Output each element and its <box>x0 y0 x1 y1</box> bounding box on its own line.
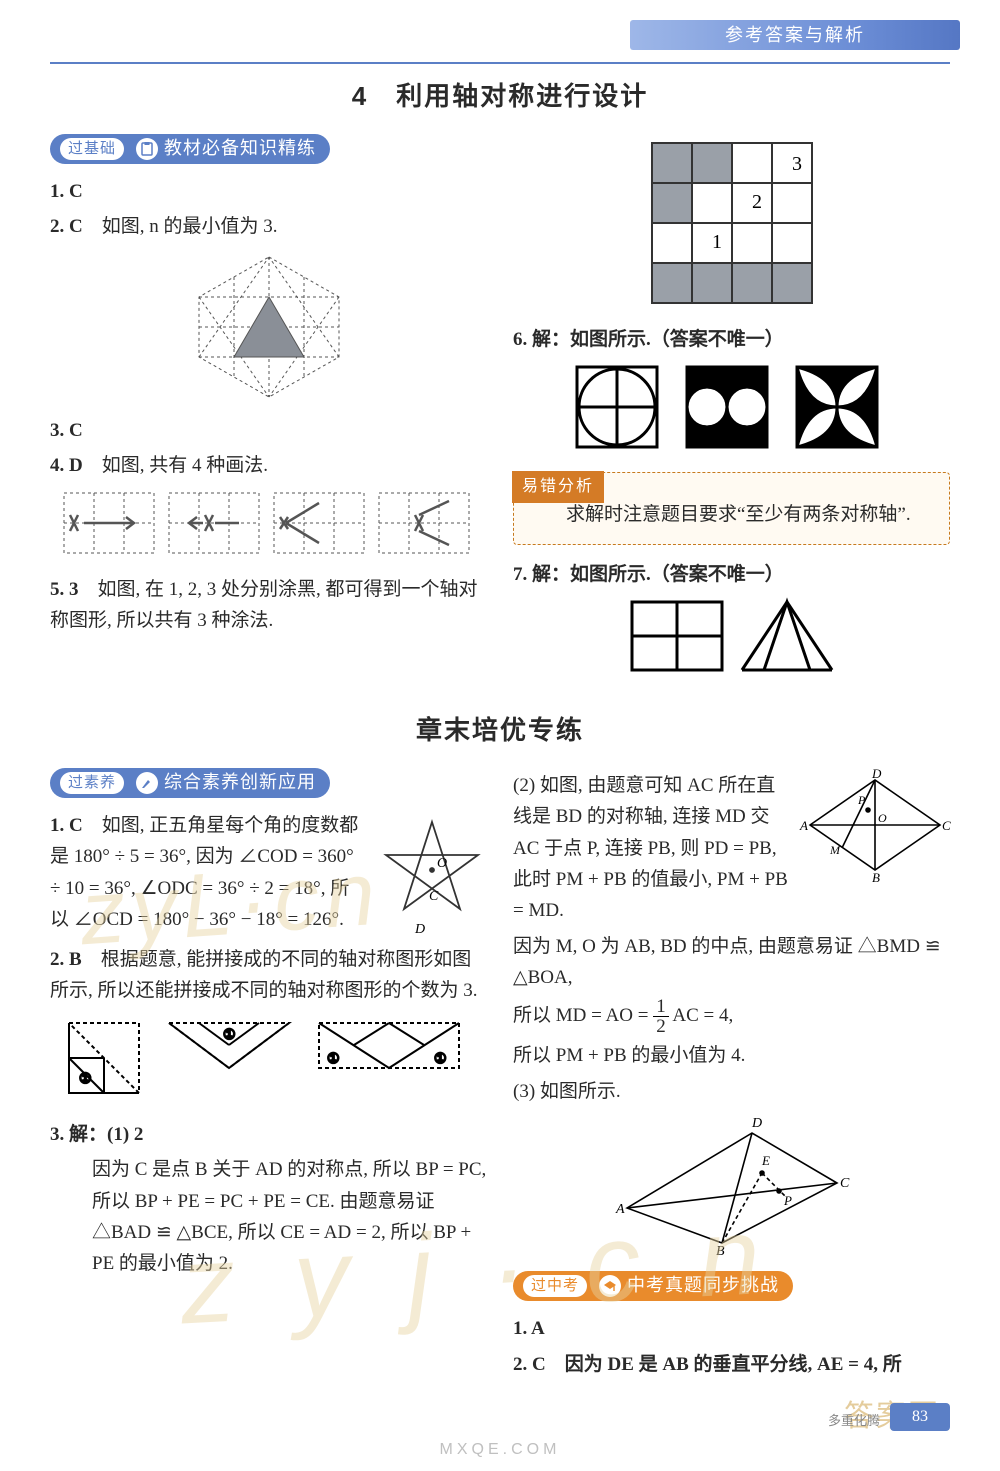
s2-p2c: 所以 MD = AO = 12 AC = 4, <box>513 997 950 1036</box>
rhombus-abcd: A D C B O P M <box>800 770 950 880</box>
s2-q1: 1. C 如图, 正五角星每个角的度数都是 180° ÷ 5 = 36°, 因为… <box>50 810 487 940</box>
pill-zhongkao: 过中考 中考真题同步挑战 <box>513 1271 793 1301</box>
two-shapes-figure <box>513 597 950 687</box>
three-circles-figure <box>513 362 950 462</box>
s2-p2d: 所以 PM + PB 的最小值为 4. <box>513 1040 950 1071</box>
svg-text:B: B <box>716 1244 725 1259</box>
svg-text:E: E <box>761 1153 770 1168</box>
s2-q3-body: 因为 C 是点 B 关于 AD 的对称点, 所以 BP = PC, 所以 BP … <box>92 1154 487 1279</box>
brush-icon <box>136 772 158 794</box>
ans-7: 7. 解：如图所示.（答案不唯一） <box>513 559 950 590</box>
svg-text:①: ① <box>79 1072 92 1087</box>
pill-tail: 教材必备知识精练 <box>164 134 316 164</box>
pill-basics: 过基础 教材必备知识精练 <box>50 134 330 164</box>
pill2-lead: 过素养 <box>60 772 124 794</box>
hexagon-figure <box>50 249 487 409</box>
ans-6: 6. 解：如图所示.（答案不唯一） <box>513 324 950 355</box>
s2-q2: 2. B 根据题意, 能拼接成的不同的轴对称图形如图所示, 所以还能拼接成不同的… <box>50 944 487 1007</box>
pill-suyang: 过素养 综合素养创新应用 <box>50 768 330 798</box>
svg-text:A: A <box>615 1202 625 1217</box>
tangram-row: ① ① ① ① <box>50 1013 487 1113</box>
svg-text:D: D <box>751 1116 762 1131</box>
section1-title: 4 利用轴对称进行设计 <box>50 75 950 118</box>
ans-5: 5. 3 如图, 在 1, 2, 3 处分别涂黑, 都可得到一个轴对称图形, 所… <box>50 574 487 637</box>
zk-2: 2. C 因为 DE 是 AB 的垂直平分线, AE = 4, 所 <box>513 1349 950 1380</box>
page-number: 83 <box>890 1403 950 1431</box>
ans-4: 4. D 如图, 共有 4 种画法. <box>50 450 487 481</box>
footer-site: MXQE.COM <box>0 1437 1000 1463</box>
svg-text:C: C <box>942 818 951 833</box>
svg-text:O: O <box>878 811 887 825</box>
tip-text: 求解时注意题目要求“至少有两条对称轴”. <box>528 499 935 530</box>
s2-p2b: 因为 M, O 为 AB, BD 的中点, 由题意易证 △BMD ≌ △BOA, <box>513 931 950 994</box>
pill3-lead: 过中考 <box>523 1275 587 1297</box>
svg-text:C: C <box>429 889 439 904</box>
s2-q3: 3. 解：(1) 2 <box>50 1119 487 1150</box>
svg-text:①: ① <box>327 1052 340 1067</box>
svg-text:①: ① <box>223 1028 236 1043</box>
pentagram-figure: O C D <box>377 810 487 940</box>
section2-title: 章末培优专练 <box>50 709 950 752</box>
ans-3: 3. C <box>50 415 487 446</box>
pill3-tail: 中考真题同步挑战 <box>627 1271 779 1301</box>
cap-icon <box>599 1275 621 1297</box>
s2-p3: (3) 如图所示. <box>513 1076 950 1107</box>
svg-text:C: C <box>840 1176 850 1191</box>
tip-box: 易错分析 求解时注意题目要求“至少有两条对称轴”. <box>513 472 950 545</box>
svg-text:D: D <box>871 766 882 781</box>
grid4x4-figure: 1 2 3 <box>513 138 950 318</box>
tip-tag: 易错分析 <box>512 471 604 503</box>
zk-1: 1. A <box>513 1313 950 1344</box>
clipboard-icon <box>136 138 158 160</box>
svg-text:D: D <box>414 922 425 937</box>
header-rule <box>50 62 950 64</box>
svg-text:2: 2 <box>752 191 762 213</box>
header-tab: 参考答案与解析 <box>630 20 960 50</box>
svg-text:①: ① <box>434 1052 447 1067</box>
ans-1: 1. C <box>50 176 487 207</box>
four-grids-figure <box>50 488 487 568</box>
svg-text:O: O <box>437 856 447 871</box>
svg-text:B: B <box>872 870 880 885</box>
svg-text:M: M <box>829 843 841 857</box>
ans-2: 2. C 如图, n 的最小值为 3. <box>50 211 487 242</box>
svg-text:P: P <box>857 793 866 807</box>
svg-text:P: P <box>783 1193 792 1208</box>
rhombus-with-e: A D C B E P <box>513 1113 950 1263</box>
svg-text:3: 3 <box>792 153 802 175</box>
svg-text:A: A <box>799 818 808 833</box>
svg-text:1: 1 <box>712 231 722 253</box>
pill2-tail: 综合素养创新应用 <box>164 768 316 798</box>
s2-p2a: (2) 如图, 由题意可知 AC 所在直线是 BD 的对称轴, 连接 MD 交 … <box>513 770 950 927</box>
pill-lead: 过基础 <box>60 138 124 160</box>
